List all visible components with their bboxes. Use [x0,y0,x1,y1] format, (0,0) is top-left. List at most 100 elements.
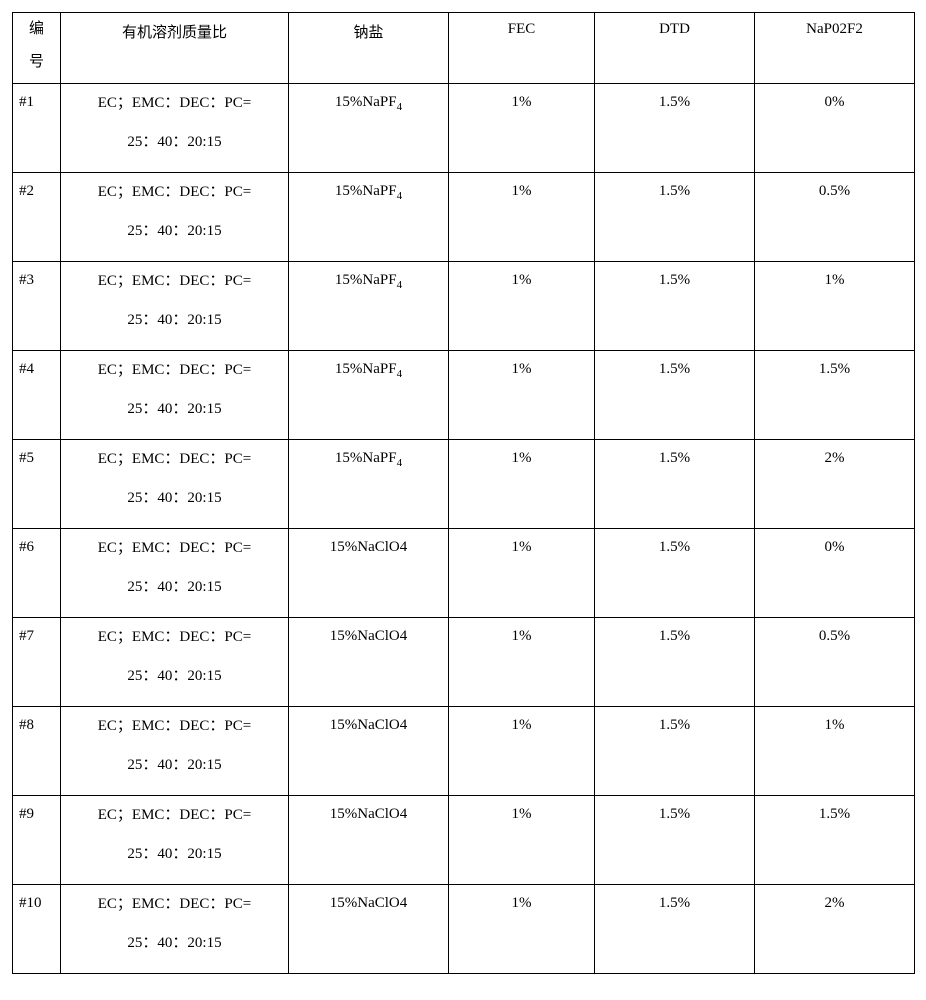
cell-id-value: #8 [19,707,60,734]
cell-dtd: 1.5% [595,84,755,173]
cell-fec: 1% [449,173,595,262]
table-row: #6EC；EMC：DEC：PC=25：40：20:1515%NaClO41%1.… [13,529,915,618]
col-header-dtd-label: DTD [595,13,754,38]
cell-solvent-line: 25：40：20:15 [61,835,288,874]
cell-fec-value: 1% [449,351,594,378]
cell-napo2f2: 0.5% [755,173,915,262]
cell-dtd-value: 1.5% [595,440,754,467]
cell-fec-value: 1% [449,796,594,823]
cell-fec-value: 1% [449,529,594,556]
cell-solvent-line: 25：40：20:15 [61,746,288,785]
col-header-id: 编 号 [13,13,61,84]
cell-napo2f2: 0.5% [755,618,915,707]
cell-napo2f2-value: 0.5% [755,173,914,200]
cell-solvent-line: 25：40：20:15 [61,657,288,696]
col-header-solvent-label: 有机溶剂质量比 [61,13,288,42]
cell-solvent: EC；EMC：DEC：PC=25：40：20:15 [61,351,289,440]
cell-solvent-line: EC；EMC：DEC：PC= [61,262,288,301]
cell-dtd: 1.5% [595,440,755,529]
cell-salt-value: 15%NaPF4 [289,84,448,113]
cell-napo2f2-value: 2% [755,440,914,467]
cell-napo2f2: 1.5% [755,351,915,440]
cell-fec: 1% [449,707,595,796]
cell-id: #3 [13,262,61,351]
table-row: #4EC；EMC：DEC：PC=25：40：20:1515%NaPF41%1.5… [13,351,915,440]
cell-dtd-value: 1.5% [595,707,754,734]
cell-fec-value: 1% [449,618,594,645]
col-header-napo2f2: NaP02F2 [755,13,915,84]
cell-solvent: EC；EMC：DEC：PC=25：40：20:15 [61,796,289,885]
table-row: #8EC；EMC：DEC：PC=25：40：20:1515%NaClO41%1.… [13,707,915,796]
cell-solvent: EC；EMC：DEC：PC=25：40：20:15 [61,84,289,173]
cell-salt-value: 15%NaPF4 [289,173,448,202]
cell-fec-value: 1% [449,707,594,734]
table-row: #7EC；EMC：DEC：PC=25：40：20:1515%NaClO41%1.… [13,618,915,707]
cell-salt: 15%NaPF4 [289,440,449,529]
table-row: #5EC；EMC：DEC：PC=25：40：20:1515%NaPF41%1.5… [13,440,915,529]
table-row: #3EC；EMC：DEC：PC=25：40：20:1515%NaPF41%1.5… [13,262,915,351]
cell-salt: 15%NaPF4 [289,262,449,351]
cell-dtd: 1.5% [595,796,755,885]
cell-fec: 1% [449,796,595,885]
cell-napo2f2: 1% [755,707,915,796]
table-header-row: 编 号 有机溶剂质量比 钠盐 FEC DTD NaP02F2 [13,13,915,84]
cell-dtd-value: 1.5% [595,262,754,289]
cell-id-value: #4 [19,351,60,378]
cell-solvent-line: EC；EMC：DEC：PC= [61,351,288,390]
cell-solvent: EC；EMC：DEC：PC=25：40：20:15 [61,529,289,618]
cell-id: #10 [13,885,61,974]
cell-salt: 15%NaPF4 [289,84,449,173]
cell-solvent-line: EC；EMC：DEC：PC= [61,84,288,123]
cell-id: #2 [13,173,61,262]
cell-solvent: EC；EMC：DEC：PC=25：40：20:15 [61,262,289,351]
cell-dtd: 1.5% [595,529,755,618]
cell-salt-value: 15%NaClO4 [289,885,448,912]
cell-napo2f2-value: 0% [755,529,914,556]
cell-solvent-line: EC；EMC：DEC：PC= [61,440,288,479]
cell-dtd: 1.5% [595,618,755,707]
cell-solvent: EC；EMC：DEC：PC=25：40：20:15 [61,707,289,796]
cell-solvent: EC；EMC：DEC：PC=25：40：20:15 [61,440,289,529]
cell-solvent-line: EC；EMC：DEC：PC= [61,173,288,212]
col-header-fec: FEC [449,13,595,84]
col-header-fec-label: FEC [449,13,594,38]
cell-solvent-line: EC；EMC：DEC：PC= [61,796,288,835]
cell-id: #9 [13,796,61,885]
cell-dtd-value: 1.5% [595,351,754,378]
cell-solvent-line: 25：40：20:15 [61,568,288,607]
cell-salt-value: 15%NaClO4 [289,618,448,645]
cell-salt-value: 15%NaClO4 [289,796,448,823]
cell-solvent-line: EC；EMC：DEC：PC= [61,885,288,924]
cell-solvent: EC；EMC：DEC：PC=25：40：20:15 [61,618,289,707]
cell-solvent-line: 25：40：20:15 [61,390,288,429]
cell-id-value: #10 [19,885,60,912]
cell-id: #6 [13,529,61,618]
cell-fec: 1% [449,84,595,173]
cell-solvent-line: EC；EMC：DEC：PC= [61,529,288,568]
table-row: #1EC；EMC：DEC：PC=25：40：20:1515%NaPF41%1.5… [13,84,915,173]
cell-napo2f2-value: 1.5% [755,351,914,378]
cell-salt: 15%NaPF4 [289,351,449,440]
col-header-salt-label: 钠盐 [289,13,448,42]
cell-dtd-value: 1.5% [595,173,754,200]
cell-id-value: #1 [19,84,60,111]
col-header-napo2f2-label: NaP02F2 [755,13,914,38]
cell-dtd: 1.5% [595,262,755,351]
cell-salt: 15%NaClO4 [289,796,449,885]
cell-salt: 15%NaClO4 [289,529,449,618]
cell-solvent: EC；EMC：DEC：PC=25：40：20:15 [61,885,289,974]
table-body: #1EC；EMC：DEC：PC=25：40：20:1515%NaPF41%1.5… [13,84,915,974]
cell-id: #8 [13,707,61,796]
cell-fec-value: 1% [449,440,594,467]
electrolyte-composition-table: 编 号 有机溶剂质量比 钠盐 FEC DTD NaP02F2 #1EC；EMC：… [12,12,915,974]
cell-solvent-line: 25：40：20:15 [61,212,288,251]
cell-id-value: #5 [19,440,60,467]
cell-fec: 1% [449,529,595,618]
table-row: #2EC；EMC：DEC：PC=25：40：20:1515%NaPF41%1.5… [13,173,915,262]
cell-fec: 1% [449,262,595,351]
cell-salt-value: 15%NaPF4 [289,440,448,469]
cell-napo2f2-value: 1.5% [755,796,914,823]
cell-id-value: #2 [19,173,60,200]
cell-fec-value: 1% [449,84,594,111]
cell-salt-value: 15%NaPF4 [289,262,448,291]
